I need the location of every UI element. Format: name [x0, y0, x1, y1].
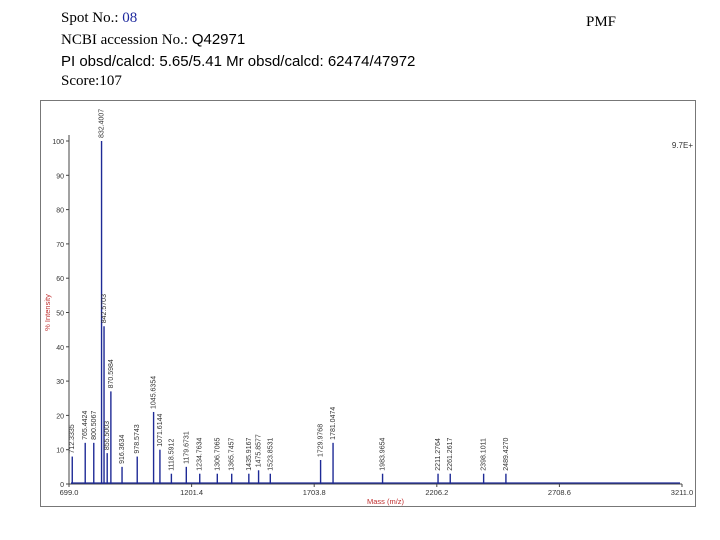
- peak-label: 1071.6144: [157, 414, 164, 447]
- x-tick-label: 1201.4: [180, 488, 203, 497]
- y-tick-label: 10: [56, 448, 64, 455]
- peak-label: 1365.7457: [229, 438, 236, 471]
- peak-label: 800.5067: [91, 411, 98, 440]
- peak-label: 2211.2764: [435, 438, 442, 471]
- x-tick-label: 2206.2: [425, 488, 448, 497]
- x-axis-label: Mass (m/z): [367, 497, 405, 506]
- peak-label: 2489.4270: [503, 438, 510, 471]
- spot-label: Spot No.:: [61, 10, 123, 26]
- peak-label: 1983.9654: [380, 438, 387, 471]
- y-tick-label: 30: [56, 379, 64, 386]
- score-line: Score:107: [61, 73, 122, 89]
- accession-label: NCBI accession No.:: [61, 32, 192, 48]
- peak-label: 1234.7634: [197, 438, 204, 471]
- peak-label: 916.3634: [119, 435, 126, 464]
- y-tick-label: 90: [56, 173, 64, 180]
- peak-label: 978.5743: [134, 424, 141, 453]
- spectrum-svg: 0 10 20 30 40 50 60 70 80 90 100 699.0 1201.4 1703.8 2…: [43, 109, 693, 506]
- peak-label: 712.3335: [69, 424, 76, 453]
- y-axis-label: % Intensity: [43, 294, 52, 331]
- peak-label: 765.4424: [82, 411, 89, 440]
- y-tick-label: 80: [56, 208, 64, 215]
- accession-line: NCBI accession No.: Q42971: [61, 31, 245, 49]
- spot-number-line: Spot No.: 08: [61, 10, 137, 27]
- pi-mr-line: PI obsd/calcd: 5.65/5.41 Mr obsd/calcd: …: [61, 53, 416, 70]
- x-tick-label: 699.0: [60, 488, 79, 497]
- x-tick-label: 1703.8: [303, 488, 326, 497]
- y-tick-label: 0: [60, 482, 64, 489]
- peak-label: 1306.7065: [214, 438, 221, 471]
- peak-label: 855.5003: [104, 421, 111, 450]
- accession-value: Q42971: [191, 31, 246, 48]
- mass-spectrum-chart: 0 10 20 30 40 50 60 70 80 90 100 699.0 1201.4 1703.8 2…: [40, 100, 696, 507]
- peak-label: 1118.5912: [168, 439, 175, 471]
- y-tick-label: 20: [56, 413, 64, 420]
- y-tick-label: 60: [56, 276, 64, 283]
- max-intensity-label: 9.7E+: [672, 141, 693, 150]
- y-tick-label: 50: [56, 311, 64, 318]
- x-tick-label: 3211.0: [671, 488, 693, 497]
- peak-label: 1179.6731: [183, 431, 190, 464]
- peak-label: 1045.6354: [151, 376, 158, 409]
- pmf-tag: PMF: [586, 14, 617, 30]
- peak-label: 1435.9167: [246, 438, 253, 471]
- peak-label: 1523.8531: [267, 438, 274, 471]
- spot-number: 08: [122, 10, 138, 26]
- y-tick-label: 40: [56, 345, 64, 352]
- peak-label: 870.5984: [108, 359, 115, 388]
- peak-label: 842.5703: [101, 294, 108, 323]
- peak-label: 1475.8577: [256, 434, 263, 467]
- peak-label: 2261.2617: [447, 438, 454, 471]
- x-tick-label: 2708.6: [548, 488, 571, 497]
- peak-label: 1729.9768: [318, 424, 325, 457]
- peak-label: 2398.1011: [481, 438, 488, 471]
- y-tick-label: 100: [52, 139, 64, 146]
- peak-label: 832.4007: [99, 109, 106, 138]
- y-tick-label: 70: [56, 242, 64, 249]
- peak-label: 1781.0474: [330, 407, 337, 440]
